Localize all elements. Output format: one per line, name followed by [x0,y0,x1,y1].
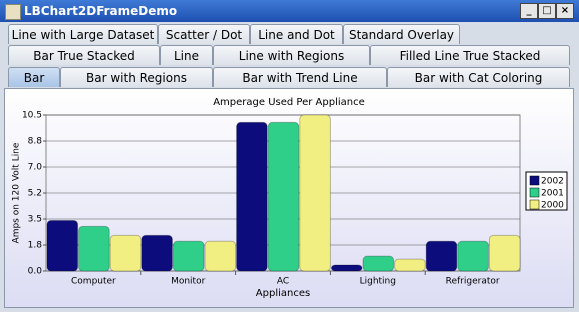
bar [109,234,142,272]
bar [267,121,300,272]
bar [330,264,363,272]
bar [299,114,331,272]
bar [236,121,268,272]
bar [141,234,173,272]
legend-label: 2001 [541,189,564,199]
x-tick-label: Monitor [171,277,206,287]
bar [394,258,426,272]
bar [78,225,110,272]
x-tick-label: Lighting [360,277,396,287]
y-tick-label: 7.0 [28,163,43,173]
tab[interactable]: Bar with Trend Line [213,67,387,87]
legend-swatch [529,187,540,198]
close-button[interactable]: × [556,3,574,19]
legend-swatch [529,175,540,186]
bar [362,255,395,272]
chart-title: Amperage Used Per Appliance [213,97,365,108]
x-tick-label: Computer [71,277,116,287]
tab[interactable]: Line [160,45,213,65]
y-tick-label: 8.8 [28,137,43,147]
y-tick-label: 10.5 [22,111,42,121]
bar [457,240,489,272]
y-tick-label: 1.8 [28,241,43,251]
tab[interactable]: Bar with Cat Coloring [387,67,570,87]
y-axis-label: Amps on 120 Volt Line [12,142,22,243]
tab[interactable]: Line and Dot [250,24,343,44]
app-icon [5,4,21,20]
y-tick-label: 3.5 [28,215,42,225]
bar [46,219,79,272]
window-title: LBChart2DFrameDemo [24,4,178,18]
legend-swatch [529,199,540,210]
tab[interactable]: Line with Regions [213,45,370,65]
x-tick-label: Refrigerator [446,277,500,287]
maximize-button[interactable]: □ [538,3,556,19]
tab[interactable]: Bar True Stacked [8,45,160,65]
y-tick-label: 5.2 [28,189,42,199]
tab[interactable]: Bar [8,67,60,87]
x-axis-label: Appliances [256,288,310,299]
bar [425,240,458,272]
tab[interactable]: Bar with Regions [60,67,213,87]
x-tick-label: AC [277,277,289,287]
bar [204,240,237,272]
tab[interactable]: Scatter / Dot [158,24,250,44]
bar [172,240,205,272]
bar [488,234,521,272]
y-tick-label: 0.0 [28,267,43,277]
legend-label: 2000 [541,201,564,211]
legend-label: 2002 [541,177,564,187]
tab[interactable]: Filled Line True Stacked [370,45,570,65]
tab[interactable]: Standard Overlay [343,24,460,44]
minimize-button[interactable]: _ [520,3,538,19]
tab[interactable]: Line with Large Dataset [8,24,158,44]
title-bar: LBChart2DFrameDemo _ □ × [0,0,579,22]
